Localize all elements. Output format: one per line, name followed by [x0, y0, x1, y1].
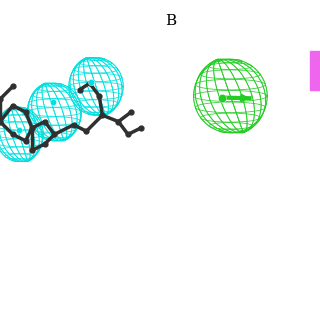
Text: B: B [166, 14, 177, 28]
